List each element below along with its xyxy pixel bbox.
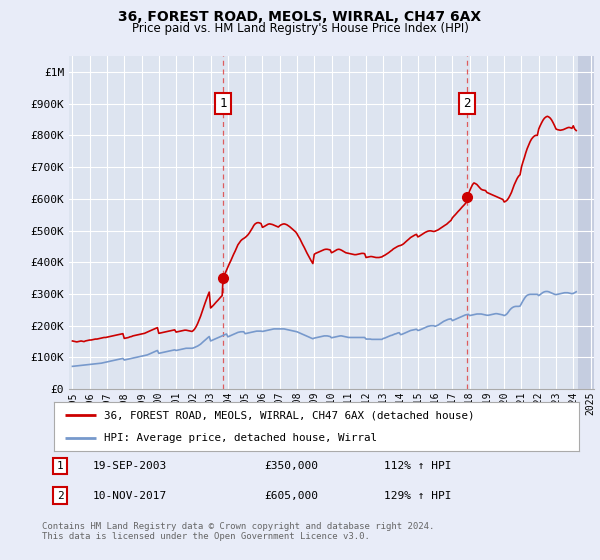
Text: £350,000: £350,000 xyxy=(264,461,318,471)
Text: 2: 2 xyxy=(56,491,64,501)
Text: £605,000: £605,000 xyxy=(264,491,318,501)
Text: 19-SEP-2003: 19-SEP-2003 xyxy=(93,461,167,471)
Text: Contains HM Land Registry data © Crown copyright and database right 2024.
This d: Contains HM Land Registry data © Crown c… xyxy=(42,522,434,542)
Text: 36, FOREST ROAD, MEOLS, WIRRAL, CH47 6AX: 36, FOREST ROAD, MEOLS, WIRRAL, CH47 6AX xyxy=(118,10,482,24)
Text: 1: 1 xyxy=(219,97,227,110)
Text: 10-NOV-2017: 10-NOV-2017 xyxy=(93,491,167,501)
Text: Price paid vs. HM Land Registry's House Price Index (HPI): Price paid vs. HM Land Registry's House … xyxy=(131,22,469,35)
Text: HPI: Average price, detached house, Wirral: HPI: Average price, detached house, Wirr… xyxy=(104,433,377,444)
Text: 112% ↑ HPI: 112% ↑ HPI xyxy=(384,461,452,471)
Text: 2: 2 xyxy=(463,97,471,110)
Text: 129% ↑ HPI: 129% ↑ HPI xyxy=(384,491,452,501)
Text: 36, FOREST ROAD, MEOLS, WIRRAL, CH47 6AX (detached house): 36, FOREST ROAD, MEOLS, WIRRAL, CH47 6AX… xyxy=(104,410,475,421)
Bar xyxy=(578,56,599,389)
Text: 1: 1 xyxy=(56,461,64,471)
